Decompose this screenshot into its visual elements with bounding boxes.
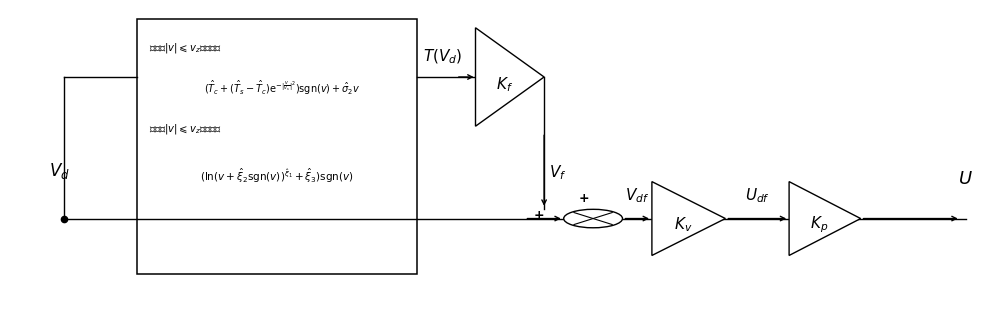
Polygon shape (476, 28, 544, 126)
Text: $K_f$: $K_f$ (496, 76, 513, 94)
Text: $U_{df}$: $U_{df}$ (745, 186, 770, 205)
Text: $U$: $U$ (958, 170, 973, 187)
Text: $K_p$: $K_p$ (810, 214, 828, 235)
Text: 低速（$|v| \leqslant v_z$）模型：: 低速（$|v| \leqslant v_z$）模型： (149, 41, 221, 55)
Text: $(\ln(v+\hat{\xi}_2\mathrm{sgn}(v))^{\hat{\xi}_1}+\hat{\xi}_3)\mathrm{sgn}(v)$: $(\ln(v+\hat{\xi}_2\mathrm{sgn}(v))^{\ha… (200, 166, 354, 185)
Text: $K_v$: $K_v$ (674, 215, 692, 234)
Text: $T(V_d)$: $T(V_d)$ (423, 48, 463, 66)
Text: $V_{df}$: $V_{df}$ (625, 186, 649, 205)
Circle shape (564, 209, 622, 228)
Polygon shape (652, 181, 725, 256)
Text: +: + (534, 209, 545, 222)
FancyBboxPatch shape (137, 19, 417, 274)
Text: 高速（$|v| \leqslant v_z$）模型：: 高速（$|v| \leqslant v_z$）模型： (149, 122, 221, 136)
Text: $V_f$: $V_f$ (549, 163, 567, 181)
Polygon shape (789, 181, 861, 256)
Text: +: + (579, 192, 590, 205)
Text: $(\hat{T}_c+(\hat{T}_s-\hat{T}_c)\mathrm{e}^{-|\frac{v}{v_s}|^2})\mathrm{sgn}(v): $(\hat{T}_c+(\hat{T}_s-\hat{T}_c)\mathrm… (204, 78, 360, 97)
Text: $V_d$: $V_d$ (49, 161, 69, 181)
